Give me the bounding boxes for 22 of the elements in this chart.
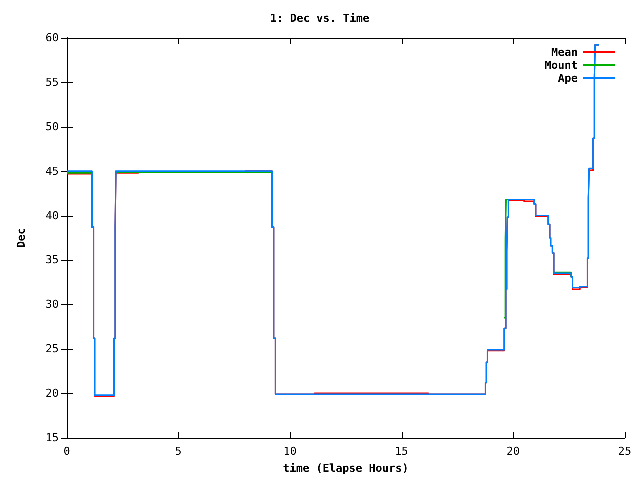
y-tick-label: 55: [46, 76, 59, 89]
y-tick-label: 40: [46, 209, 59, 222]
y-tick-label: 25: [46, 342, 59, 356]
chart-title: 1: Dec vs. Time: [270, 12, 370, 25]
x-tick-label: 0: [64, 445, 70, 458]
x-tick-label: 20: [506, 445, 520, 458]
x-tick-label: 25: [618, 445, 632, 458]
legend-label: Ape: [558, 72, 578, 85]
x-tick-label: 15: [395, 445, 408, 458]
x-tick-label: 5: [175, 445, 182, 458]
y-axis-title: Dec: [15, 228, 28, 248]
legend-label: Mean: [552, 46, 578, 59]
y-tick-label: 50: [46, 120, 59, 134]
y-tick-label: 30: [46, 298, 59, 312]
x-axis-title: time (Elapse Hours): [283, 462, 409, 475]
x-tick-label: 10: [284, 445, 297, 458]
legend-label: Mount: [544, 59, 578, 72]
y-tick-label: 60: [46, 32, 59, 44]
y-tick-label: 20: [46, 387, 59, 400]
y-tick-label: 15: [46, 432, 59, 444]
y-tick-label: 35: [46, 254, 59, 267]
y-tick-label: 45: [46, 164, 59, 178]
